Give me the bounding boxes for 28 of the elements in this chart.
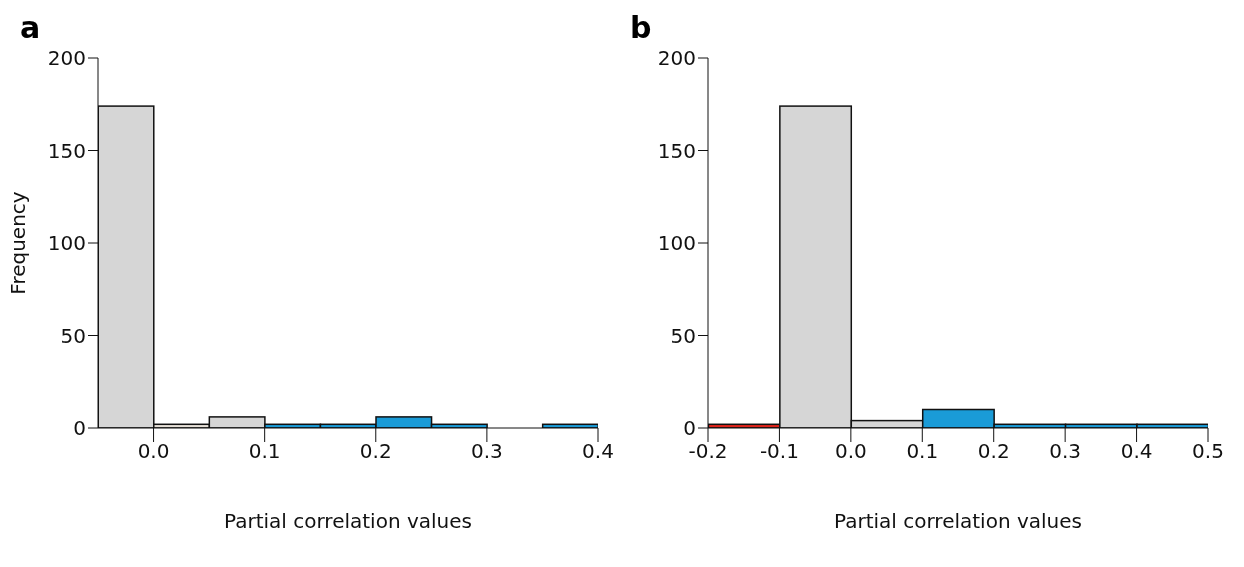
x-tick-label: 0.2 [977, 439, 1010, 464]
y-tick-label: 100 [657, 231, 696, 256]
y-tick-label: 100 [47, 231, 86, 256]
x-tick-label: 0.1 [906, 439, 939, 464]
x-tick-label: -0.1 [759, 439, 799, 464]
y-tick-label: 0 [73, 416, 86, 441]
x-tick-label: 0.3 [470, 439, 503, 464]
x-tick-label: 0.2 [359, 439, 392, 464]
y-tick-label: 50 [60, 323, 86, 348]
x-tick-label: 0.4 [582, 439, 614, 464]
x-tick-label: 0.5 [1192, 439, 1224, 464]
x-tick-label: 0.0 [137, 439, 170, 464]
y-tick-label: 0 [683, 416, 696, 441]
x-tick-label: 0.0 [834, 439, 867, 464]
chart-title: b [630, 10, 652, 45]
x-tick-label: -0.2 [688, 439, 728, 464]
y-tick-label: 200 [657, 46, 696, 71]
x-tick-label: 0.1 [248, 439, 281, 464]
y-tick-label: 150 [47, 138, 86, 163]
x-tick-label: 0.3 [1049, 439, 1082, 464]
y-tick-label: 50 [670, 323, 696, 348]
x-axis-title: Partial correlation values [834, 509, 1082, 533]
chart-title: a [20, 10, 41, 45]
y-axis-title: Frequency [6, 191, 31, 295]
x-axis-title: Partial correlation values [224, 509, 472, 533]
x-tick-label: 0.4 [1120, 439, 1153, 464]
y-tick-label: 150 [657, 138, 696, 163]
y-tick-label: 200 [47, 46, 86, 71]
